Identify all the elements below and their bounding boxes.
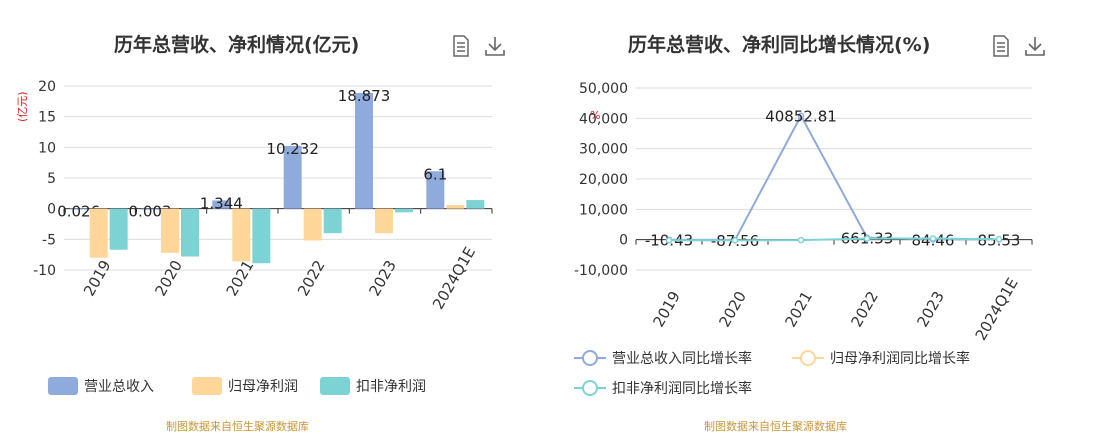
document-icon[interactable] [992, 35, 1010, 61]
bar-1 [212, 200, 231, 209]
x-tick-label: 2021 [781, 288, 816, 330]
bar-1 [141, 208, 159, 210]
series-point-3 [797, 236, 805, 244]
bar-3 [466, 200, 485, 209]
legend-label-revenue-growth: 营业总收入同比增长率 [612, 351, 752, 367]
data-label: 6.1 [423, 165, 447, 183]
legend-item-net-profit-growth[interactable]: 归母净利润同比增长率 [792, 348, 970, 368]
right-source: 制图数据来自恒生聚源数据库 [704, 420, 847, 433]
bar-2 [89, 208, 108, 258]
bar-2 [446, 204, 465, 209]
left-legend: 营业总收入 归母净利润 扣非净利润 [48, 376, 468, 400]
data-label: 1.344 [200, 194, 243, 212]
download-icon[interactable] [1024, 35, 1046, 61]
bar-3 [181, 208, 199, 257]
legend-label-deducted-profit: 扣非净利润 [356, 379, 426, 395]
x-tick-label: 2020 [715, 288, 750, 330]
y-tick-label: 10 [38, 140, 56, 156]
x-tick-label: 2019 [80, 257, 115, 299]
legend-marker-revenue-growth [574, 350, 606, 366]
y-tick-label: 40,000 [579, 111, 628, 127]
series-line-1 [668, 113, 1000, 241]
legend-label-net-profit: 归母净利润 [228, 379, 298, 395]
x-tick-label: 2020 [151, 257, 186, 299]
legend-label-net-profit-growth: 归母净利润同比增长率 [830, 351, 970, 367]
y-tick-label: 5 [47, 171, 56, 187]
download-icon[interactable] [484, 35, 506, 61]
left-source: 制图数据来自恒生聚源数据库 [166, 420, 309, 433]
x-tick-label: 2021 [223, 257, 258, 299]
series-point-3 [929, 235, 937, 242]
legend-marker-net-profit-growth [792, 350, 824, 366]
bar-1 [426, 171, 445, 209]
series-point-3 [665, 237, 673, 244]
series-point-3 [995, 235, 1003, 243]
left-bar-chart: 20 15 10 5 0 -5 -10 0.026 2019 0.003 2020 1.344 2021… [33, 79, 493, 313]
y-tick-label: 0 [619, 233, 628, 249]
x-tick-label: 2022 [294, 257, 329, 299]
legend-item-revenue-growth[interactable]: 营业总收入同比增长率 [574, 348, 752, 368]
y-tick-label: -5 [42, 232, 56, 248]
x-tick-label: 2024Q1E [972, 275, 1022, 344]
x-tick-label: 2023 [365, 257, 400, 299]
bar-2 [303, 208, 322, 241]
bar-3 [109, 208, 128, 250]
series-point-1 [797, 112, 805, 119]
y-tick-label: 0 [47, 202, 56, 218]
right-legend: 营业总收入同比增长率 归母净利润同比增长率 扣非净利润同比增长率 [574, 348, 1054, 400]
data-label: 10.232 [266, 140, 319, 158]
legend-swatch-net-profit [192, 377, 222, 395]
y-tick-label: -10 [33, 263, 56, 279]
legend-swatch-revenue [48, 377, 78, 395]
y-tick-label: 15 [38, 110, 56, 126]
left-chart-title: 历年总营收、净利情况(亿元) [114, 34, 360, 56]
data-label: 40852.81 [765, 108, 837, 126]
series-line-3 [668, 237, 1000, 242]
bar-3 [323, 208, 342, 234]
right-chart-title: 历年总营收、净利同比增长情况(%) [628, 34, 931, 56]
y-tick-label: 10,000 [579, 202, 628, 218]
bar-1 [283, 145, 302, 209]
y-tick-label: 30,000 [579, 142, 628, 158]
legend-item-revenue[interactable]: 营业总收入 [48, 376, 154, 396]
legend-label-revenue: 营业总收入 [84, 379, 154, 395]
bar-3 [395, 208, 413, 213]
bar-3 [252, 208, 271, 264]
y-tick-label: 50,000 [579, 81, 628, 97]
bar-1 [69, 208, 88, 210]
y-tick-label: 20,000 [579, 172, 628, 188]
series-point-3 [863, 235, 871, 242]
legend-marker-deducted-profit-growth [574, 380, 606, 396]
bar-1 [355, 92, 373, 209]
y-tick-label: -10,000 [574, 263, 628, 279]
legend-item-deducted-profit-growth[interactable]: 扣非净利润同比增长率 [574, 378, 752, 398]
y-tick-label: 20 [38, 79, 56, 95]
bar-2 [161, 208, 179, 253]
bar-2 [232, 208, 251, 262]
legend-label-deducted-profit-growth: 扣非净利润同比增长率 [612, 381, 752, 397]
series-point-3 [731, 237, 739, 244]
document-icon[interactable] [452, 35, 470, 61]
right-unit-label: % [590, 109, 601, 122]
x-tick-label: 2023 [913, 288, 948, 330]
x-tick-label: 2024Q1E [429, 244, 479, 313]
x-tick-label: 2019 [649, 288, 684, 330]
legend-item-deducted-profit[interactable]: 扣非净利润 [320, 376, 426, 396]
x-tick-label: 2022 [847, 288, 882, 330]
data-label: 0.026 [57, 203, 100, 221]
data-label: 18.873 [338, 87, 391, 105]
bar-2 [375, 208, 393, 234]
legend-item-net-profit[interactable]: 归母净利润 [192, 376, 298, 396]
data-label: 0.003 [129, 203, 172, 221]
right-line-chart: 50,00040,00030,00020,00010,0000-10,000-1… [574, 81, 1033, 344]
legend-swatch-deducted-profit [320, 377, 350, 395]
